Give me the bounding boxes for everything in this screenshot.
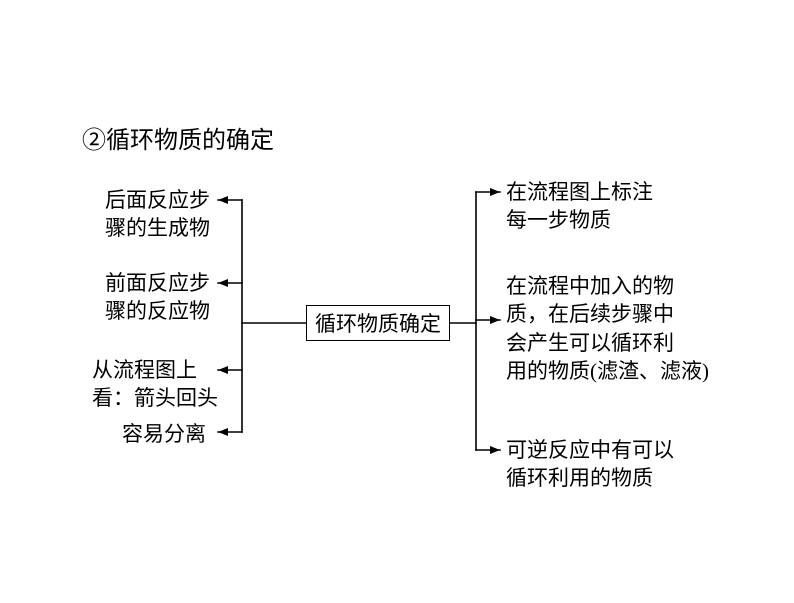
diagram-stage: ②循环物质的确定 后面反应步 骤的生成物 前面反应步 骤的反应物 从流程图上 看…	[0, 0, 794, 603]
connector-svg	[0, 0, 794, 603]
